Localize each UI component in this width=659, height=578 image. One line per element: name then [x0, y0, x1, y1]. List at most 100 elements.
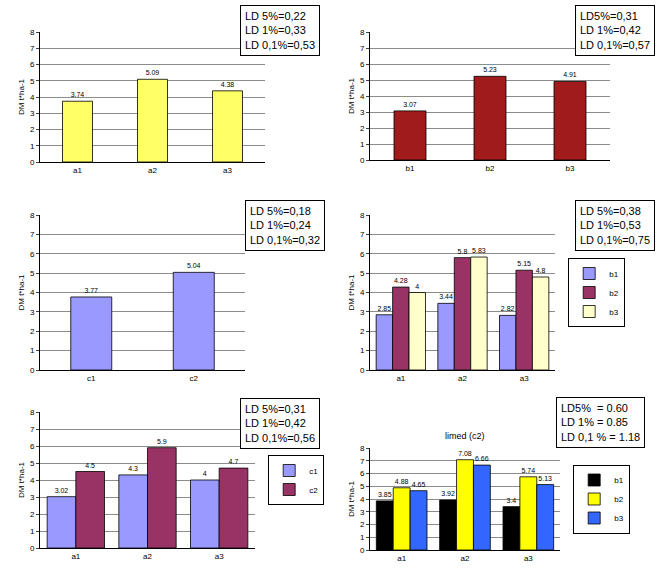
svg-text:0: 0: [360, 156, 365, 165]
svg-text:6: 6: [30, 442, 35, 451]
svg-text:b3: b3: [614, 514, 623, 523]
svg-text:4: 4: [30, 476, 35, 485]
svg-text:b2: b2: [486, 164, 495, 173]
svg-text:1: 1: [30, 527, 35, 536]
svg-text:5.9: 5.9: [157, 438, 167, 445]
svg-text:5.8: 5.8: [458, 248, 468, 255]
svg-text:4: 4: [415, 283, 419, 290]
svg-text:4.38: 4.38: [221, 81, 235, 88]
svg-text:4.8: 4.8: [536, 267, 546, 274]
svg-text:5.13: 5.13: [538, 475, 552, 482]
svg-text:6: 6: [30, 250, 35, 259]
svg-text:8: 8: [360, 211, 365, 220]
svg-text:DM t*ha-1: DM t*ha-1: [347, 480, 356, 517]
svg-text:b2: b2: [614, 495, 623, 504]
svg-text:7: 7: [360, 44, 365, 53]
svg-text:a1: a1: [73, 166, 82, 175]
svg-text:4.88: 4.88: [395, 478, 409, 485]
svg-text:3.02: 3.02: [55, 487, 69, 494]
svg-text:c2: c2: [190, 374, 199, 383]
svg-text:3.77: 3.77: [84, 287, 98, 294]
svg-text:4.91: 4.91: [563, 71, 577, 78]
svg-text:2: 2: [30, 327, 35, 336]
svg-text:2.82: 2.82: [501, 305, 515, 312]
svg-text:4: 4: [30, 288, 35, 297]
svg-text:6.66: 6.66: [475, 455, 489, 462]
svg-text:2: 2: [360, 520, 365, 529]
svg-text:3: 3: [30, 308, 35, 317]
svg-text:b1: b1: [614, 476, 623, 485]
svg-text:3: 3: [360, 108, 365, 117]
svg-text:c1: c1: [87, 374, 96, 383]
svg-text:3: 3: [30, 109, 35, 118]
svg-text:a2: a2: [148, 166, 157, 175]
svg-text:4: 4: [30, 93, 35, 102]
svg-text:3.92: 3.92: [441, 490, 455, 497]
svg-text:4.7: 4.7: [229, 458, 239, 465]
svg-text:DM t*ha-1: DM t*ha-1: [17, 461, 26, 498]
svg-text:LD 5%=0,38LD 1%=0,53LD 0,1%=0,: LD 5%=0,38LD 1%=0,53LD 0,1%=0,75: [580, 205, 650, 246]
svg-text:b2: b2: [609, 289, 618, 298]
svg-text:6: 6: [360, 469, 365, 478]
svg-text:5: 5: [30, 459, 35, 468]
svg-text:6: 6: [360, 250, 365, 259]
svg-text:0: 0: [30, 366, 35, 375]
svg-text:3.44: 3.44: [439, 293, 453, 300]
svg-text:a3: a3: [215, 552, 224, 561]
svg-text:LD5%=0,31LD 1%=0,42LD 0,1%=0,5: LD5%=0,31LD 1%=0,42LD 0,1%=0,57: [580, 10, 650, 51]
svg-text:LD 5%=0,22LD 1%=0,33LD 0,1%=0,: LD 5%=0,22LD 1%=0,33LD 0,1%=0,53: [245, 10, 315, 51]
svg-text:a1: a1: [396, 374, 405, 383]
svg-text:4.28: 4.28: [394, 277, 408, 284]
svg-text:a1: a1: [397, 554, 406, 563]
svg-text:8: 8: [360, 28, 365, 37]
svg-text:a3: a3: [223, 166, 232, 175]
svg-text:6: 6: [360, 60, 365, 69]
svg-text:b1: b1: [609, 270, 618, 279]
svg-text:8: 8: [360, 444, 365, 453]
svg-text:1: 1: [360, 346, 365, 355]
svg-text:6: 6: [30, 60, 35, 69]
svg-text:7: 7: [30, 230, 35, 239]
svg-text:a1: a1: [71, 552, 80, 561]
svg-text:4: 4: [360, 92, 365, 101]
svg-text:b3: b3: [566, 164, 575, 173]
svg-text:3: 3: [30, 493, 35, 502]
svg-text:4.5: 4.5: [85, 462, 95, 469]
svg-text:5: 5: [360, 269, 365, 278]
svg-text:5: 5: [360, 76, 365, 85]
svg-text:a2: a2: [461, 554, 470, 563]
svg-text:0: 0: [30, 544, 35, 553]
svg-text:1: 1: [360, 140, 365, 149]
svg-text:7: 7: [360, 457, 365, 466]
svg-text:8: 8: [30, 211, 35, 220]
svg-text:2: 2: [30, 125, 35, 134]
svg-text:5.09: 5.09: [146, 69, 160, 76]
svg-text:5: 5: [30, 269, 35, 278]
svg-text:2: 2: [360, 124, 365, 133]
svg-text:2.85: 2.85: [378, 305, 392, 312]
svg-text:5.04: 5.04: [187, 262, 201, 269]
svg-text:DM t*ha-1: DM t*ha-1: [347, 274, 356, 311]
svg-text:3.4: 3.4: [507, 497, 517, 504]
svg-text:7: 7: [30, 425, 35, 434]
svg-text:4.3: 4.3: [128, 465, 138, 472]
svg-text:3: 3: [360, 508, 365, 517]
svg-text:3: 3: [360, 308, 365, 317]
svg-text:8: 8: [30, 408, 35, 417]
svg-text:LD 5%=0,18LD 1%=0,24LD 0,1%=0,: LD 5%=0,18LD 1%=0,24LD 0,1%=0,32: [250, 205, 320, 246]
svg-text:8: 8: [30, 28, 35, 37]
svg-text:LD 5%=0,31LD 1%=0,42LD 0,1%=0,: LD 5%=0,31LD 1%=0,42LD 0,1%=0,56: [245, 403, 315, 444]
svg-text:5.15: 5.15: [517, 260, 531, 267]
svg-text:1: 1: [30, 346, 35, 355]
svg-text:a3: a3: [524, 554, 533, 563]
svg-text:5: 5: [360, 482, 365, 491]
svg-text:LD5% = 0.60LD 1% = 0.85LD 0,1: LD5% = 0.60LD 1% = 0.85LD 0,1 % = 1.18: [561, 402, 640, 443]
svg-text:a3: a3: [520, 374, 529, 383]
svg-text:1: 1: [360, 533, 365, 542]
svg-text:4: 4: [360, 495, 365, 504]
svg-text:4: 4: [360, 288, 365, 297]
svg-text:DM t*ha-1: DM t*ha-1: [347, 77, 356, 114]
svg-text:DM t*ha-1: DM t*ha-1: [17, 78, 26, 115]
svg-text:DM t*ha-1: DM t*ha-1: [17, 274, 26, 311]
svg-text:5.83: 5.83: [472, 247, 486, 254]
